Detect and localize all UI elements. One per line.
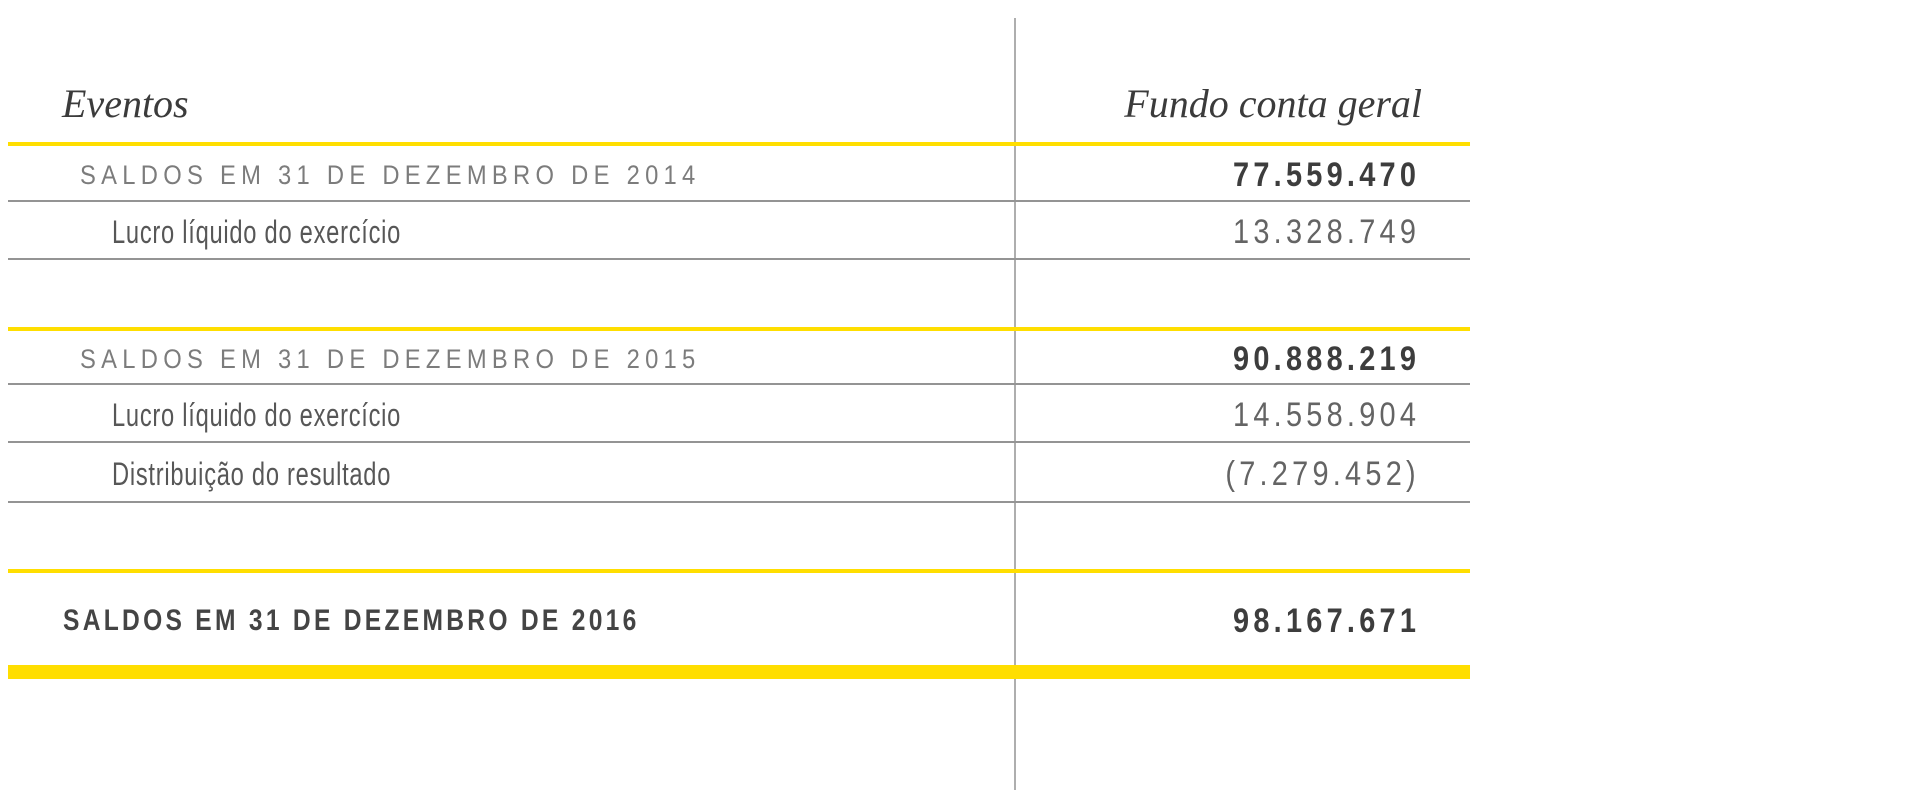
row-value-saldos-2015: 90.888.219 [1232,339,1420,378]
yellow-bottom-bar [8,665,1470,679]
row-label-saldos-2016: SALDOS EM 31 DE DEZEMBRO DE 2016 [63,604,640,637]
events-column-header: Eventos [62,81,189,126]
table-row-saldos-2015: SALDOS EM 31 DE DEZEMBRO DE 2015 90.888.… [8,331,1470,385]
column-divider-line [1014,18,1016,790]
yellow-separator-header [8,142,1470,146]
row-label-lucro-2014: Lucro líquido do exercício [112,213,402,250]
table-row-lucro-2014: Lucro líquido do exercício 13.328.749 [8,202,1470,260]
table-row-lucro-2015: Lucro líquido do exercício 14.558.904 [8,385,1470,443]
table-row-saldos-2014: SALDOS EM 31 DE DEZEMBRO DE 2014 77.559.… [8,146,1470,202]
empty-spacer-row-1 [8,260,1470,327]
table-row-distribuicao: Distribuição do resultado (7.279.452) [8,443,1470,503]
row-label-lucro-2015: Lucro líquido do exercício [112,396,402,433]
table-header-row: Eventos Fundo conta geral [8,0,1470,142]
table-row-saldos-2016: SALDOS EM 31 DE DEZEMBRO DE 2016 98.167.… [8,573,1470,665]
fund-mutations-table: Eventos Fundo conta geral SALDOS EM 31 D… [8,0,1470,679]
yellow-separator-2015 [8,327,1470,331]
row-value-saldos-2014: 77.559.470 [1232,155,1420,194]
row-value-lucro-2015: 14.558.904 [1232,395,1420,434]
row-label-saldos-2015: SALDOS EM 31 DE DEZEMBRO DE 2015 [80,343,701,374]
fund-column-header: Fundo conta geral [1124,81,1422,126]
row-value-saldos-2016: 98.167.671 [1232,601,1420,640]
row-label-saldos-2014: SALDOS EM 31 DE DEZEMBRO DE 2014 [80,159,701,190]
empty-spacer-row-2 [8,503,1470,569]
yellow-separator-2016 [8,569,1470,573]
row-value-distribuicao: (7.279.452) [1225,454,1420,493]
row-value-lucro-2014: 13.328.749 [1232,212,1420,251]
row-label-distribuicao: Distribuição do resultado [112,455,392,492]
